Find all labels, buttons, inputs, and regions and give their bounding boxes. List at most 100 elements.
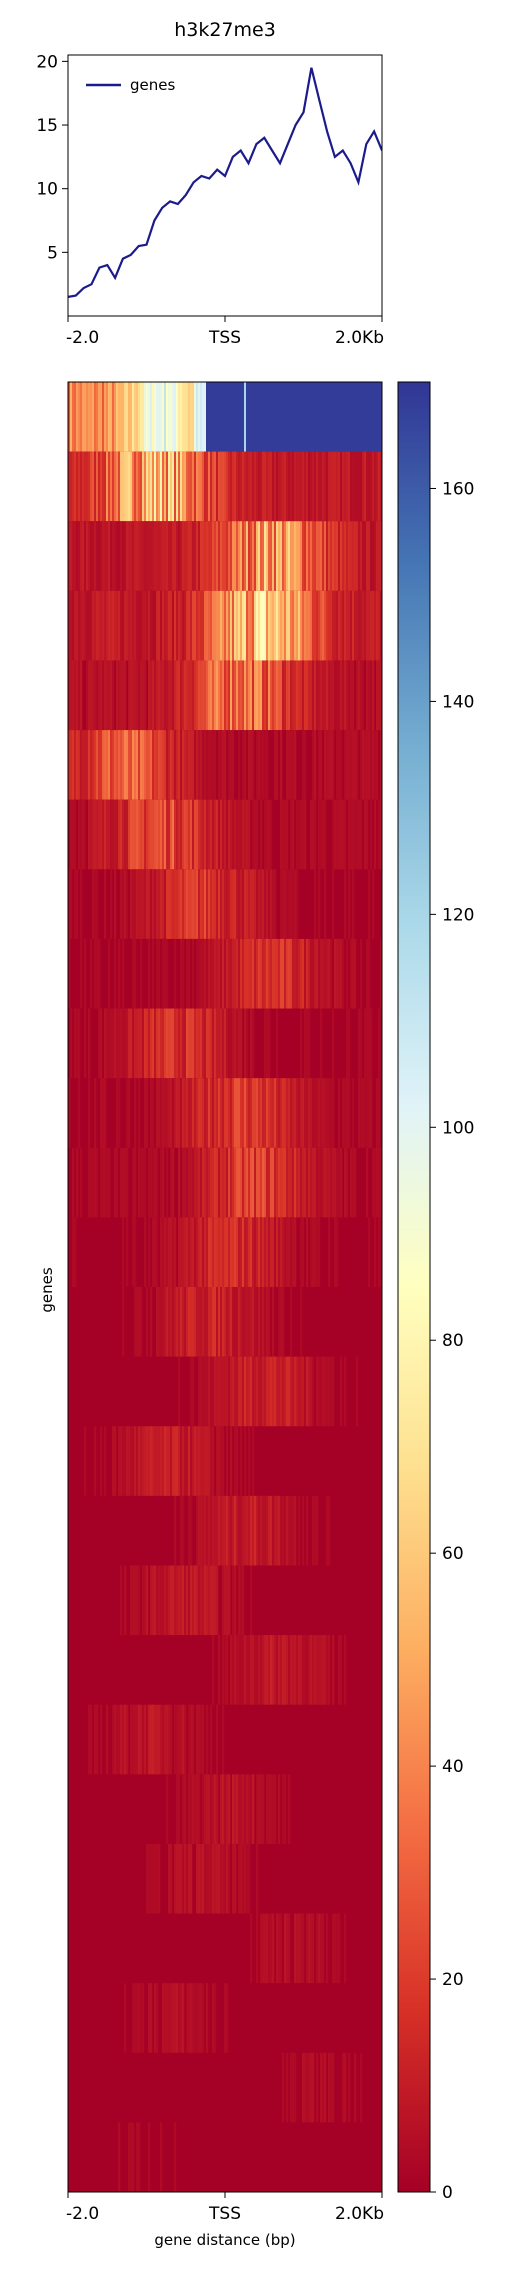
heatmap-cell <box>218 451 221 522</box>
heatmap-cell <box>332 590 335 661</box>
heatmap-cell <box>242 1356 245 1427</box>
heatmap-cell <box>284 1147 287 1218</box>
heatmap-cell <box>170 1147 173 1218</box>
heatmap-cell <box>332 1147 335 1218</box>
heatmap-cell <box>338 730 341 800</box>
heatmap-cell <box>232 1356 235 1427</box>
heatmap-cell <box>376 590 379 661</box>
heatmap-cell <box>378 1147 381 1218</box>
heatmap-cell <box>310 1635 313 1705</box>
heatmap-cell <box>132 382 135 452</box>
heatmap-cell <box>308 2052 311 2123</box>
heatmap-cell <box>322 1078 325 1148</box>
heatmap-cell <box>218 1356 221 1427</box>
heatmap-cell <box>360 590 363 661</box>
heatmap-cell <box>302 1356 305 1427</box>
heatmap-cell <box>318 590 321 661</box>
heatmap-cell <box>226 1635 229 1705</box>
heatmap-cell <box>94 521 97 591</box>
heatmap-cell <box>216 799 219 870</box>
heatmap-cell <box>172 869 175 939</box>
heatmap-cell <box>92 451 95 522</box>
heatmap-cell <box>222 590 225 661</box>
heatmap-cell <box>226 1983 229 2053</box>
heatmap-cell <box>324 451 327 522</box>
heatmap-cell <box>244 1147 247 1218</box>
heatmap-cell <box>176 1843 179 1914</box>
heatmap-cell <box>120 1565 123 1636</box>
heatmap-cell <box>240 1287 243 1357</box>
heatmap-cell <box>240 1147 243 1218</box>
heatmap-cell <box>200 451 203 522</box>
heatmap-cell <box>76 1008 79 1079</box>
heatmap-cell <box>274 451 277 522</box>
heatmap-cell <box>222 938 225 1009</box>
heatmap-cell <box>184 660 187 731</box>
heatmap-cell <box>264 1635 267 1705</box>
heatmap-cell <box>258 1356 261 1427</box>
heatmap-cell <box>320 938 323 1009</box>
heatmap-cell <box>116 1147 119 1218</box>
heatmap-cell <box>142 1426 145 1496</box>
heatmap-cell <box>244 590 247 661</box>
heatmap-cell <box>182 1704 185 1775</box>
heatmap-cell <box>334 590 337 661</box>
heatmap-cell <box>148 1426 151 1496</box>
heatmap-cell <box>366 1147 369 1218</box>
heatmap-cell <box>216 938 219 1009</box>
heatmap-cell <box>308 1913 311 1984</box>
heatmap-cell <box>320 660 323 731</box>
heatmap-cell <box>124 730 127 800</box>
heatmap-cell <box>82 590 85 661</box>
heatmap-cell <box>296 590 299 661</box>
heatmap-cell <box>378 451 381 522</box>
heatmap-cell <box>126 1704 129 1775</box>
heatmap-cell <box>256 1287 259 1357</box>
heatmap-cell <box>92 660 95 731</box>
heatmap-cell <box>74 521 77 591</box>
heatmap-cell <box>226 1426 229 1496</box>
heatmap-cell <box>170 1217 173 1287</box>
heatmap-cell <box>226 1356 229 1427</box>
heatmap-cell <box>182 1843 185 1914</box>
heatmap-cell <box>252 521 255 591</box>
heatmap-cell <box>268 590 271 661</box>
heatmap-cell <box>314 382 317 452</box>
heatmap-cell <box>312 521 315 591</box>
heatmap-cell <box>222 521 225 591</box>
profile-y-tick-label: 10 <box>36 180 58 200</box>
heatmap-cell <box>74 660 77 731</box>
heatmap-cell <box>110 869 113 939</box>
heatmap-cell <box>158 1287 161 1357</box>
heatmap-cell <box>162 869 165 939</box>
heatmap-cell <box>276 521 279 591</box>
heatmap-cell <box>90 590 93 661</box>
heatmap-cell <box>326 1913 329 1984</box>
heatmap-cell <box>338 1078 341 1148</box>
heatmap-cell <box>200 660 203 731</box>
heatmap-cell <box>226 1774 229 1844</box>
heatmap-cell <box>266 1217 269 1287</box>
heatmap-cell <box>148 1217 151 1287</box>
heatmap-cell <box>162 730 165 800</box>
heatmap-cell <box>124 1983 127 2053</box>
heatmap-cell <box>130 730 133 800</box>
heatmap-cell <box>136 1426 139 1496</box>
heatmap-cell <box>198 1704 201 1775</box>
heatmap-cell <box>180 1287 183 1357</box>
heatmap-cell <box>210 1008 213 1079</box>
heatmap-cell <box>304 660 307 731</box>
heatmap-cell <box>294 660 297 731</box>
heatmap-cell <box>156 730 159 800</box>
heatmap-cell <box>256 590 259 661</box>
heatmap-cell <box>290 1356 293 1427</box>
heatmap-cell <box>112 382 115 452</box>
heatmap-cell <box>220 521 223 591</box>
heatmap-cell <box>252 1217 255 1287</box>
heatmap-cell <box>162 1008 165 1079</box>
heatmap-cell <box>198 1426 201 1496</box>
heatmap-cell <box>158 938 161 1009</box>
heatmap-cell <box>222 730 225 800</box>
heatmap-cell <box>332 521 335 591</box>
